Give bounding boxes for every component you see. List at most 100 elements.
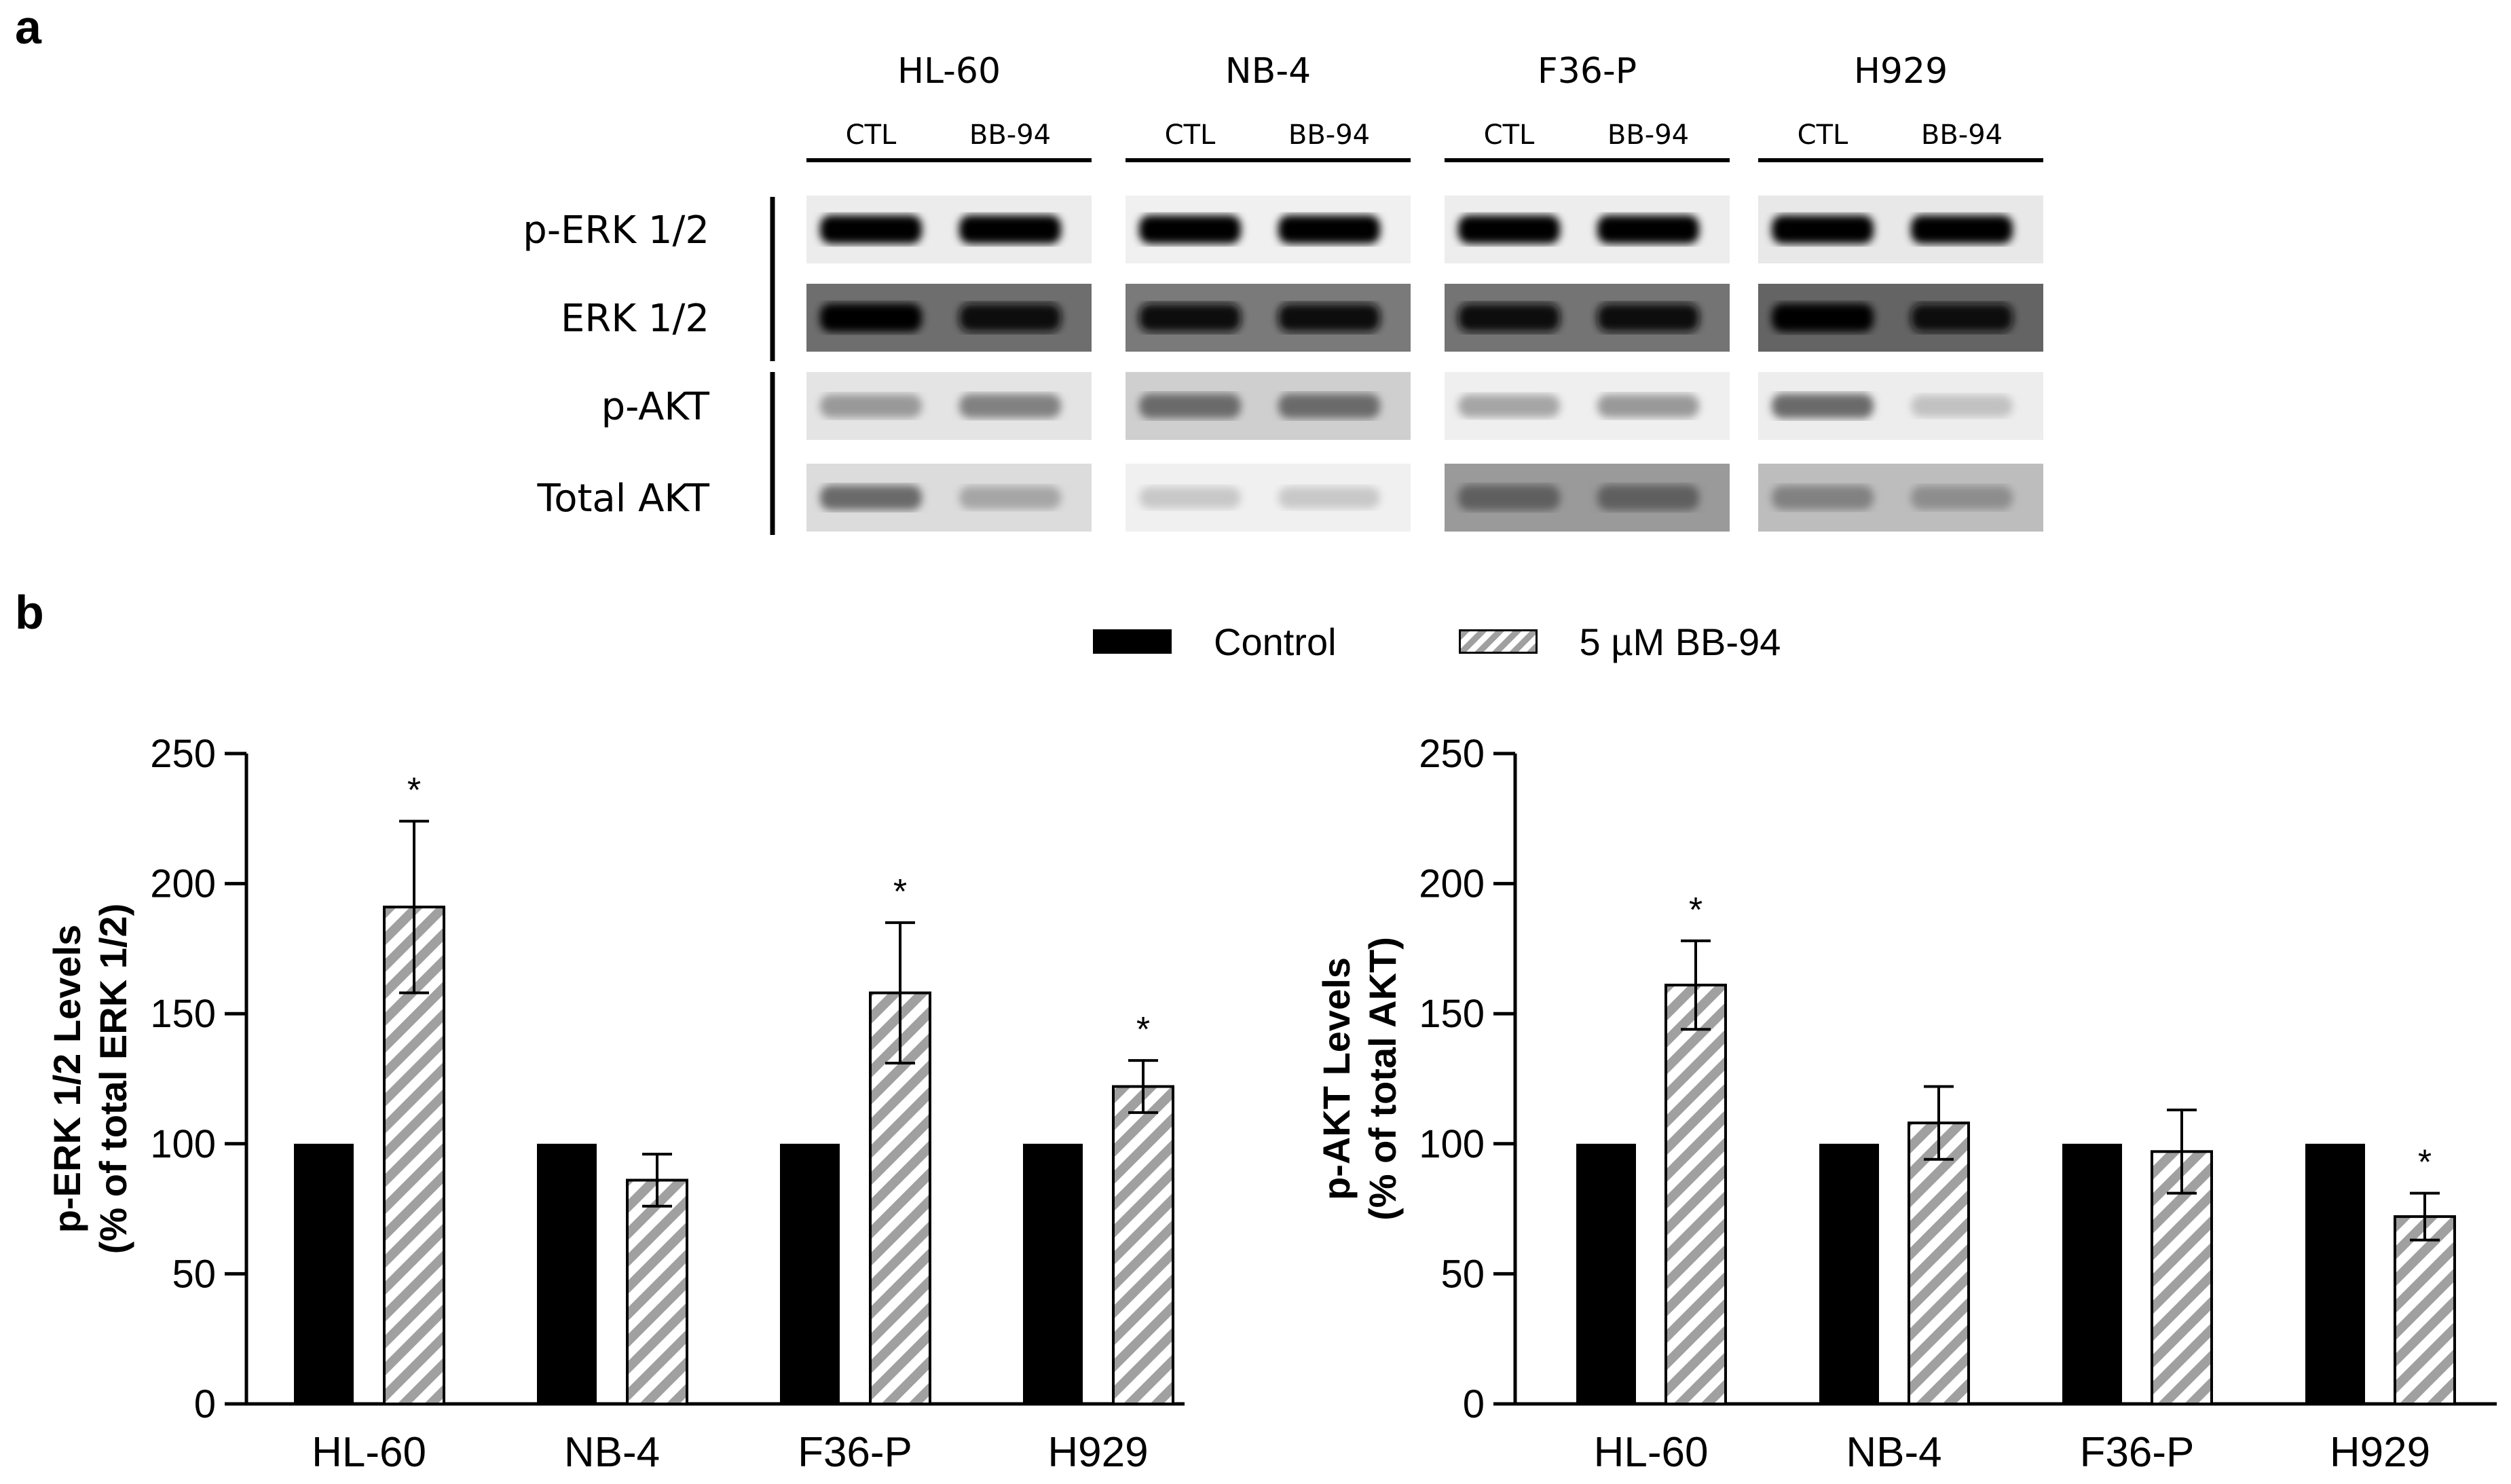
y-tick-label: 0 <box>1463 1382 1485 1426</box>
significance-marker: * <box>1689 891 1703 930</box>
bar-control <box>1023 1143 1083 1404</box>
lane-label: CTL <box>846 119 897 151</box>
bar-control <box>1576 1143 1636 1404</box>
bar-bb94 <box>1908 1121 1970 1406</box>
y-tick-label: 100 <box>1419 1122 1485 1166</box>
significance-marker: * <box>1136 1010 1150 1050</box>
x-tick-label: H929 <box>1047 1429 1148 1476</box>
blot-band <box>1139 487 1241 508</box>
bar-chart-perk: 0 50 100 150 200 250 p-ERK 1/2 Levels (% of tot… <box>45 732 1185 1476</box>
bar-control <box>1819 1143 1879 1404</box>
blot-row-label: p-AKT <box>601 385 710 429</box>
blot-band <box>820 485 922 511</box>
bar-control <box>537 1143 597 1404</box>
lane-label: BB-94 <box>1288 119 1370 151</box>
blot-band <box>820 303 922 332</box>
lane-label: BB-94 <box>1607 119 1689 151</box>
cell-line-label: F36-P <box>1538 51 1637 92</box>
blot-band <box>959 394 1061 418</box>
y-tick-label: 200 <box>1419 862 1485 906</box>
blot-band <box>1278 393 1380 419</box>
legend: Control 5 µM BB-94 <box>1093 620 1781 663</box>
blot-band <box>1772 485 1874 510</box>
bar-bb94 <box>2394 1215 2456 1405</box>
x-tick-label: F36-P <box>2080 1429 2195 1476</box>
blot-band <box>1278 303 1380 332</box>
blot-band <box>959 486 1061 509</box>
y-tick-label: 100 <box>150 1122 216 1166</box>
lane-label: BB-94 <box>1921 119 2003 151</box>
blot-band <box>1278 487 1380 508</box>
cell-line-label: HL-60 <box>897 51 1001 92</box>
blot-band <box>959 303 1061 332</box>
significance-marker: * <box>407 771 421 811</box>
cell-line-label: NB-4 <box>1225 51 1311 92</box>
y-tick-label: 150 <box>150 992 216 1036</box>
x-tick-label: NB-4 <box>1846 1429 1941 1476</box>
blot-band <box>1772 303 1874 332</box>
bar-control <box>2305 1143 2365 1404</box>
x-tick-label: H929 <box>2330 1429 2430 1476</box>
bar-bb94 <box>1664 984 1727 1405</box>
blot-band <box>1139 215 1241 244</box>
y-tick-label: 0 <box>194 1382 216 1426</box>
blot-band <box>1911 485 2013 510</box>
lane-label: CTL <box>1798 119 1848 151</box>
blot-band <box>1911 394 2013 418</box>
bar-control <box>780 1143 840 1404</box>
x-tick-label: HL-60 <box>312 1429 426 1476</box>
x-tick-label: NB-4 <box>564 1429 660 1476</box>
blot-band <box>1597 485 1699 511</box>
blot-band <box>1139 393 1241 419</box>
y-tick-label: 250 <box>150 732 216 776</box>
bar-control <box>2062 1143 2122 1404</box>
y-tick-label: 50 <box>1440 1252 1485 1296</box>
bar-bb94 <box>626 1179 688 1405</box>
x-tick-label: HL-60 <box>1594 1429 1709 1476</box>
blot-band <box>820 215 922 244</box>
blot-band <box>1458 215 1560 244</box>
blot-band <box>1911 215 2013 244</box>
blot-row-label: Total AKT <box>537 477 710 521</box>
y-axis-label: p-AKT Levels <box>1315 957 1358 1200</box>
lane-label: CTL <box>1165 119 1216 151</box>
bar-bb94 <box>1112 1085 1174 1405</box>
blot-band <box>1278 215 1380 244</box>
blot-band <box>1597 303 1699 332</box>
cell-line-label: H929 <box>1854 51 1948 92</box>
panel-b-label: b <box>15 586 44 639</box>
blot-row-label: ERK 1/2 <box>561 297 709 341</box>
lane-label: CTL <box>1484 119 1535 151</box>
blot-band <box>959 215 1061 244</box>
y-tick-label: 250 <box>1419 732 1485 776</box>
legend-label-control: Control <box>1214 620 1337 663</box>
panel-a-label: a <box>15 1 41 54</box>
bar-chart-pakt: 0 50 100 150 200 250 p-AKT Levels (% of total A… <box>1315 732 2497 1476</box>
blot-band <box>1597 394 1699 418</box>
significance-marker: * <box>893 872 907 912</box>
blot-band <box>1458 303 1560 332</box>
y-axis-label: (% of total AKT) <box>1361 937 1404 1221</box>
blot-band <box>1458 485 1560 511</box>
blot-band <box>1139 303 1241 332</box>
legend-label-bb94: 5 µM BB-94 <box>1579 620 1781 663</box>
blot-band <box>1772 393 1874 419</box>
y-tick-label: 50 <box>172 1252 216 1296</box>
y-axis-label: (% of total ERK 1/2) <box>92 904 134 1254</box>
y-tick-label: 150 <box>1419 992 1485 1036</box>
bar-control <box>294 1143 354 1404</box>
y-axis-label: p-ERK 1/2 Levels <box>45 925 88 1233</box>
legend-swatch-control <box>1093 629 1172 654</box>
legend-swatch-bb94 <box>1458 629 1538 654</box>
blot-band <box>1458 394 1560 418</box>
x-tick-label: F36-P <box>798 1429 912 1476</box>
blot-band <box>820 394 922 418</box>
lane-label: BB-94 <box>969 119 1051 151</box>
significance-marker: * <box>2418 1143 2432 1183</box>
blot-band <box>1597 215 1699 244</box>
y-tick-label: 200 <box>150 862 216 906</box>
blot-band <box>1911 303 2013 332</box>
blot-row-label: p-ERK 1/2 <box>523 208 709 253</box>
blot-band <box>1772 215 1874 244</box>
